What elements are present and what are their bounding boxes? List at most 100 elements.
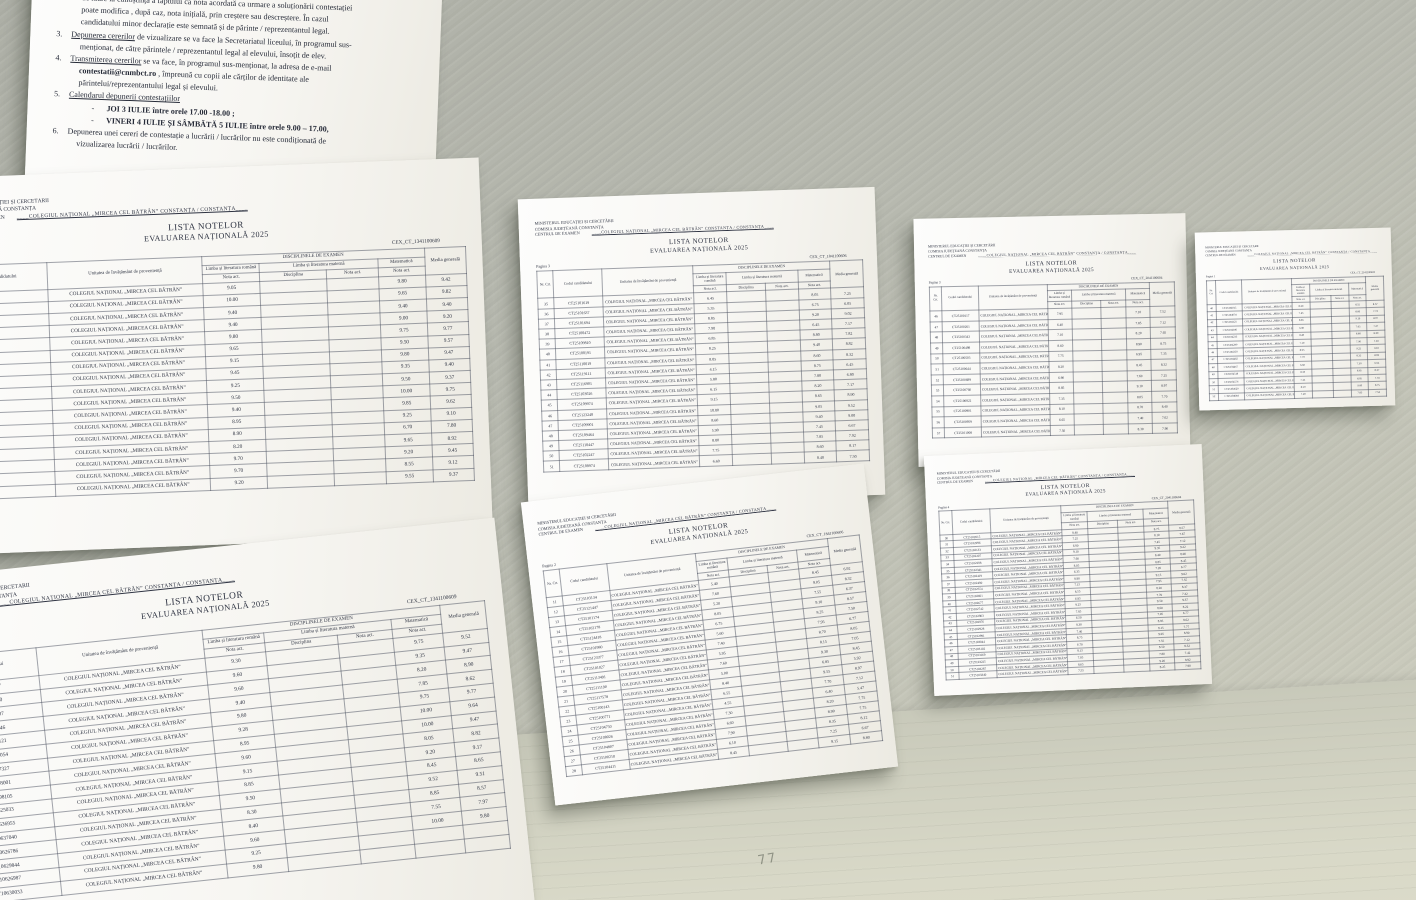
math-grade-cell: 7.60 <box>1127 370 1152 382</box>
notice-item-number: - <box>91 103 95 113</box>
row-number-cell: 50 <box>930 353 944 365</box>
school-cell: COLEGIUL NAȚIONAL „MIRCEA CEL BĂTRÂN” <box>608 456 701 470</box>
notice-body: contestații completează și semnează o de… <box>40 0 426 163</box>
notice-item-number: 5. <box>53 89 61 99</box>
row-number-cell: 46 <box>929 310 943 322</box>
romanian-grade-cell: 6.40 <box>1047 318 1073 330</box>
row-number-cell: 47 <box>930 321 943 333</box>
maternal-grade-cell <box>1103 402 1129 414</box>
maternal-subject-cell <box>1072 350 1103 362</box>
candidate-code-cell: CT25100498 <box>942 341 980 354</box>
romanian-grade-cell: 7.50 <box>1049 424 1075 436</box>
grades-sheet-right-bottom: MINISTERUL EDUCAȚIEI ȘI CERCETĂRII COMISI… <box>923 444 1213 696</box>
math-grade-cell: 8.20 <box>1126 327 1151 339</box>
average-grade-cell: 8.97 <box>1151 380 1177 392</box>
candidate-code-cell <box>0 484 56 500</box>
grades-table-body: 11 CT25103134 COLEGIUL NAȚIONAL „MIRCEA CE… <box>546 562 883 778</box>
column-header: Limba și literatura română <box>1047 290 1072 302</box>
exam-code: CEX_CT_2041100604 <box>1151 494 1182 500</box>
maternal-subject-cell <box>1073 392 1104 404</box>
exam-center-label: CENTRUL DE EXAMEN <box>928 253 967 259</box>
romanian-grade-cell: 8.10 <box>1049 403 1075 415</box>
row-number-cell: 28 <box>565 765 583 778</box>
row-number-cell: 49 <box>542 440 560 452</box>
exam-center-label: CENTRUL DE EXAMEN <box>0 214 5 222</box>
column-header: Media generală <box>1365 275 1385 301</box>
maternal-grade-cell <box>1102 349 1127 361</box>
row-number-cell: 46 <box>541 410 559 421</box>
math-grade-cell: 9.15 <box>818 734 852 749</box>
average-grade-cell: 7.90 <box>1152 422 1178 434</box>
maternal-grade-cell <box>786 738 820 752</box>
grades-table-body: 30 CT25102015 COLEGIUL NAȚIONAL „MIRCEA CE… <box>939 523 1201 680</box>
row-number-cell: 42 <box>540 369 557 381</box>
row-number-cell: 36 <box>538 308 555 319</box>
page-label: Pagina 3 <box>535 263 551 269</box>
romanian-grade-cell: 8.60 <box>1048 340 1073 352</box>
candidate-code-cell: CT25101008 <box>944 426 982 439</box>
math-grade-cell: 8.70 <box>1127 401 1153 414</box>
maternal-subject-cell <box>1073 371 1103 383</box>
exam-center-label: CENTRUL DE EXAMEN <box>534 230 580 238</box>
romanian-grade-cell: 6.65 <box>1049 414 1075 426</box>
candidate-code-cell: CT25100261 <box>942 320 980 333</box>
maternal-grade-cell <box>1333 389 1352 398</box>
row-number-cell: 49 <box>930 342 944 354</box>
column-header: Unitatea de învățământ de proveniență <box>601 265 695 297</box>
maternal-subject-cell <box>1071 307 1102 319</box>
row-number-cell: 55 <box>931 406 945 418</box>
column-header: Unitatea de învățământ de proveniență <box>989 505 1063 533</box>
row-number-cell: 38 <box>538 328 556 340</box>
column-header: Limba și literatura română <box>1291 283 1310 297</box>
column-header: Media generală <box>1149 281 1175 307</box>
row-number-cell: 54 <box>931 395 945 407</box>
notice-lead-text: Transmiterea cererilor <box>70 53 142 66</box>
grades-table: Nr. Crt. Codul candidatului Unitatea de în… <box>938 500 1201 681</box>
page-label: Pagina 2 <box>541 561 557 569</box>
row-number-cell: 57 <box>932 427 945 439</box>
math-grade-cell: 7.85 <box>1126 317 1151 329</box>
row-number-cell: 48 <box>542 430 559 442</box>
row-number-cell: 51 <box>543 460 561 472</box>
row-number-cell: 44 <box>540 389 558 401</box>
exam-code: CEX_CT_2041100604 <box>1131 275 1163 281</box>
average-grade-cell: 7.52 <box>1150 306 1176 318</box>
average-grade-cell: 8.75 <box>1150 337 1176 349</box>
average-grade-cell: 7.70 <box>1152 390 1177 402</box>
notice-lead-text: Depunerea cererilor <box>71 29 136 41</box>
column-header: Media generală <box>424 246 467 275</box>
row-number-cell: 48 <box>930 332 943 344</box>
maternal-grade-cell <box>1101 307 1127 319</box>
romanian-grade-cell: 8.45 <box>717 746 750 760</box>
row-number-cell: 51 <box>945 672 959 680</box>
row-number-cell: 47 <box>541 420 559 431</box>
maternal-grade-cell <box>334 471 387 486</box>
maternal-subject-cell <box>267 473 335 489</box>
romanian-grade-cell: 8.85 <box>1048 382 1074 394</box>
column-header: Codul candidatului <box>941 285 979 311</box>
column-header: Limba și literatura maternă <box>1309 282 1349 297</box>
row-number-cell: 45 <box>541 399 558 411</box>
romanian-grade-cell: 7.35 <box>1049 392 1074 405</box>
row-number-cell: 41 <box>539 359 557 370</box>
row-number-cell: 35 <box>537 298 555 309</box>
candidate-code-cell: CT25104684 <box>1218 392 1245 401</box>
maternal-subject-cell <box>1073 402 1104 415</box>
page-label: Pagina 1 <box>1205 275 1216 279</box>
average-grade-cell: 7.52 <box>1368 388 1387 397</box>
notice-text: vizualizarea lucrării / lucrărilor. <box>76 139 178 152</box>
grades-table-body: 46 CT25100117 COLEGIUL NAȚIONAL „MIRCEA CE… <box>929 306 1178 439</box>
exam-code: CEX_CT_2141100603 <box>1350 271 1375 275</box>
row-number-cell: 53 <box>931 385 944 396</box>
average-grade-cell: 8.40 <box>1152 401 1178 413</box>
maternal-grade-cell <box>1102 381 1128 393</box>
maternal-grade-cell <box>1103 391 1128 403</box>
candidate-code-cell: CT25103340 <box>958 671 998 680</box>
romanian-grade-cell: 7.95 <box>1047 308 1073 320</box>
column-header: Unitatea de învățământ de proveniență <box>1241 278 1293 304</box>
candidate-code-cell: CT25100117 <box>942 310 980 322</box>
average-grade-cell: 9.37 <box>432 467 475 482</box>
